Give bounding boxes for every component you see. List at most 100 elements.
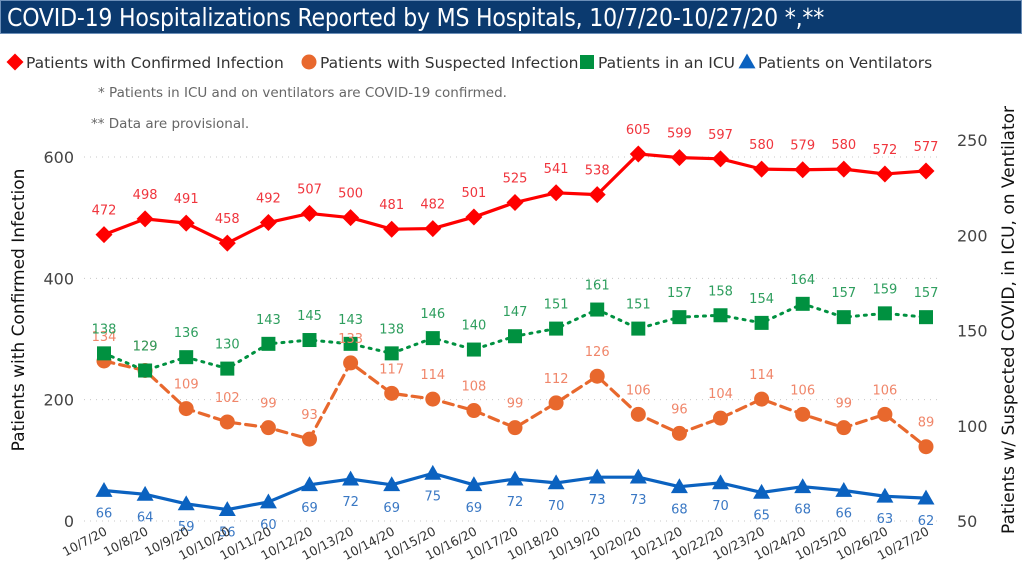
square-marker	[97, 346, 111, 361]
triangle-marker	[917, 489, 935, 505]
square-marker	[138, 363, 153, 378]
data-label: 491	[174, 192, 199, 207]
data-label: 109	[174, 378, 199, 393]
square-marker	[343, 336, 358, 351]
square-marker	[261, 336, 276, 351]
data-label: 538	[585, 164, 610, 179]
data-label: 579	[790, 139, 815, 154]
right-tick-label: 200	[957, 226, 988, 245]
data-label: 597	[708, 128, 733, 143]
data-label: 63	[877, 512, 894, 527]
data-label: 72	[507, 495, 524, 510]
data-label: 102	[215, 391, 240, 406]
legend-item: Patients with Confirmed Infection	[6, 53, 284, 72]
right-tick-label: 250	[957, 131, 988, 150]
data-label: 130	[215, 338, 240, 353]
data-label: 472	[92, 204, 117, 219]
circle-marker	[630, 406, 646, 422]
data-label: 138	[379, 322, 404, 337]
triangle-marker	[794, 478, 812, 494]
square-marker	[836, 310, 851, 325]
series-patients-on-ventilators	[95, 464, 935, 516]
left-tick-label: 0	[64, 512, 74, 531]
data-label: 161	[585, 279, 610, 294]
triangle-marker	[506, 470, 524, 486]
left-tick-label: 400	[43, 269, 74, 288]
note-provisional: ** Data are provisional.	[91, 116, 249, 132]
square-marker	[754, 315, 769, 330]
data-label: 89	[918, 416, 935, 431]
circle-marker	[219, 414, 235, 430]
triangle-marker	[218, 501, 236, 516]
data-label: 143	[338, 313, 363, 328]
legend-item: Patients with Suspected Infection	[301, 54, 578, 72]
data-label: 572	[872, 143, 897, 158]
legend-label: Patients with Confirmed Infection	[26, 54, 284, 72]
data-label: 577	[914, 140, 939, 155]
data-label: 458	[215, 212, 240, 227]
data-label: 154	[749, 292, 774, 307]
left-tick-label: 600	[43, 148, 74, 167]
data-label: 69	[383, 501, 400, 516]
square-marker	[590, 302, 605, 317]
data-labels-layer: 134 129 109 102 99 93 133 117 114 108 99 112 126 106 9…	[92, 123, 939, 541]
circle-marker	[343, 355, 359, 371]
circle-marker	[589, 368, 605, 384]
data-label: 138	[92, 322, 117, 337]
data-label: 492	[256, 192, 281, 207]
circle-legend-icon	[301, 54, 317, 70]
data-label: 59	[178, 520, 195, 535]
data-label: 69	[301, 501, 318, 516]
data-label: 500	[338, 187, 363, 202]
data-label: 73	[630, 493, 647, 508]
data-label: 64	[137, 510, 154, 525]
square-marker	[549, 321, 564, 336]
square-marker	[220, 361, 235, 376]
square-marker	[508, 329, 522, 344]
circle-marker	[548, 395, 564, 411]
left-tick-label: 200	[43, 391, 74, 410]
diamond-marker	[794, 161, 812, 179]
data-label: 117	[379, 362, 404, 377]
data-label: 108	[461, 380, 486, 395]
left-axis-title: Patients with Confirmed Infection	[9, 169, 29, 452]
data-label: 99	[836, 397, 853, 412]
square-marker	[302, 333, 317, 348]
data-label: 93	[301, 408, 318, 423]
left-axis-ticks: 0 200 400 600	[43, 148, 74, 531]
data-label: 114	[749, 368, 774, 383]
triangle-marker	[753, 483, 771, 499]
data-label: 151	[626, 298, 651, 313]
x-tick-label: 10/8/20	[101, 523, 151, 559]
data-label: 157	[831, 286, 856, 301]
data-label: 126	[585, 345, 610, 360]
legend: Patients with Confirmed Infection Patient…	[6, 53, 932, 72]
diamond-marker	[465, 208, 483, 226]
square-marker	[877, 306, 892, 321]
circle-marker	[260, 420, 276, 436]
triangle-marker	[177, 495, 195, 511]
circle-marker	[384, 385, 400, 401]
data-label: 56	[219, 526, 236, 541]
diamond-marker	[506, 194, 524, 211]
circle-marker	[507, 420, 523, 436]
triangle-marker	[465, 476, 483, 492]
diamond-marker	[629, 145, 647, 163]
circle-marker	[466, 403, 482, 419]
diamond-marker	[383, 220, 401, 238]
triangle-marker	[136, 485, 154, 501]
data-label: 69	[466, 501, 483, 516]
circle-marker	[795, 406, 811, 422]
triangle-marker	[301, 476, 318, 492]
data-label: 145	[297, 309, 322, 324]
triangle-marker	[259, 493, 277, 509]
data-label: 157	[667, 286, 692, 301]
circle-marker	[178, 401, 194, 417]
data-label: 134	[92, 330, 117, 345]
data-label: 62	[918, 514, 935, 529]
data-label: 136	[174, 326, 199, 341]
data-label: 159	[872, 282, 897, 297]
data-label: 507	[297, 182, 322, 197]
diamond-marker	[342, 209, 360, 227]
data-label: 70	[712, 499, 729, 514]
